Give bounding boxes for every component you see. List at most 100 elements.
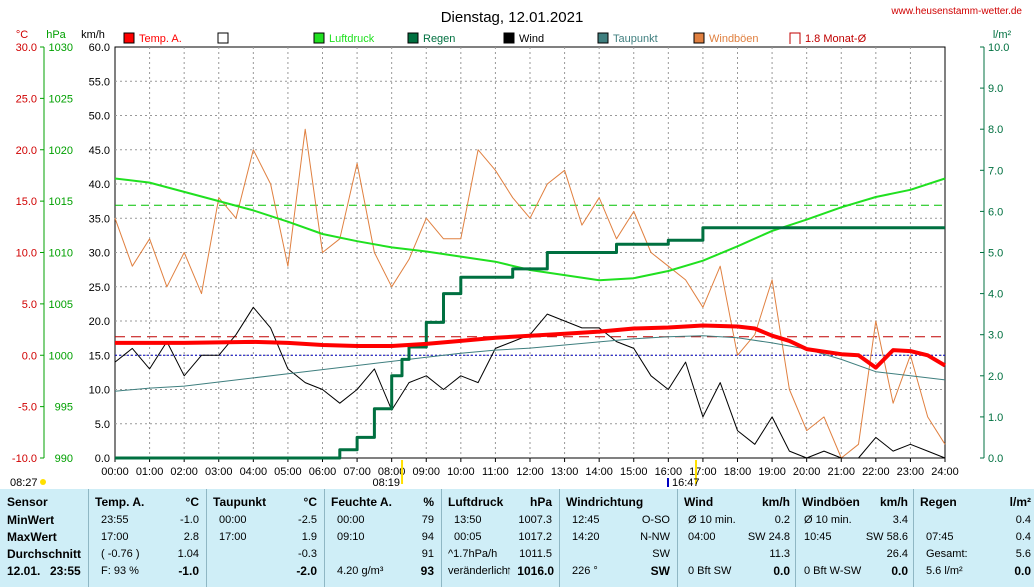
temp-tick-label: 10.0 (16, 248, 37, 260)
wind-tick-label: 15.0 (89, 350, 110, 362)
x-tick-label: 09:00 (412, 466, 440, 478)
winddir-min: O-SO (641, 514, 670, 526)
gusts-column: Windböen km/h Ø 10 min. 3.4 10:45 SW 58.… (795, 489, 914, 587)
arrow-up-icon: ↑ (506, 563, 512, 577)
winddir-current: SW (650, 564, 670, 578)
x-tick-label: 00:00 (101, 466, 129, 478)
rain-total: 5.6 (1015, 548, 1031, 560)
temp-tick-label: 25.0 (16, 93, 37, 105)
gusts-min-label: Ø 10 min. (804, 514, 852, 526)
rain-series (115, 226, 945, 460)
x-tick-label: 14:00 (585, 466, 613, 478)
pressure-tick-label: 990 (55, 453, 73, 465)
marker-label: 08:19 (373, 477, 401, 487)
gusts-unit: km/h (879, 495, 908, 509)
wind-title: Wind (684, 495, 714, 509)
temp-avg-note: ( -0.76 ) (101, 548, 140, 560)
site-url[interactable]: www.heusenstamm-wetter.de (890, 6, 1022, 17)
pressure-title: Luftdruck (448, 495, 504, 509)
x-tick-label: 22:00 (862, 466, 890, 478)
pressure-tick-label: 1025 (49, 93, 73, 105)
wind-unit: km/h (761, 495, 790, 509)
pressure-min: 1007.3 (518, 514, 552, 526)
pressure-status: veränderlich (448, 565, 508, 577)
legend-label: Wind (519, 33, 544, 45)
dew-column: Taupunkt °C 00:00 -2.5 17:00 1.9 -0.3 -2… (206, 489, 325, 587)
stats-panel: Sensor MinWert MaxWert Durchschnitt 12.0… (0, 489, 1034, 587)
wind-tick-label: 35.0 (89, 213, 110, 225)
legend-swatch (313, 32, 325, 44)
wind-tick-label: 20.0 (89, 316, 110, 328)
x-tick-label: 03:00 (205, 466, 233, 478)
rain-max-time: 07:45 (926, 531, 954, 543)
sensor-title: Sensor (7, 495, 48, 509)
legend-swatch (789, 32, 801, 44)
x-tick-label: 02:00 (170, 466, 198, 478)
humidity-column: Feuchte A. % 00:00 79 09:10 94 91 4.20 g… (324, 489, 442, 587)
wind-tick-label: 10.0 (89, 385, 110, 397)
rain-tick-label: 8.0 (988, 124, 1003, 136)
temp-humidity: F: 93 % (101, 565, 139, 577)
rain-unit: l/m² (1009, 495, 1031, 509)
current-time: 23:55 (50, 564, 81, 578)
temp-tick-label: 0.0 (22, 350, 37, 362)
wind-min: 0.2 (774, 514, 790, 526)
dew-max-time: 17:00 (219, 531, 247, 543)
temp-tick-label: 15.0 (16, 196, 37, 208)
rain-tick-label: 7.0 (988, 165, 1003, 177)
temp-column: Temp. A. °C 23:55 -1.0 17:00 2.8 ( -0.76… (88, 489, 207, 587)
legend-label: Regen (423, 33, 455, 45)
wind-tick-label: 50.0 (89, 111, 110, 123)
x-tick-label: 06:00 (309, 466, 337, 478)
humidity-unit: % (423, 495, 434, 509)
pressure-tick-label: 1015 (49, 196, 73, 208)
pressure-trend: ^1.7hPa/h (448, 548, 498, 560)
grid (115, 47, 945, 458)
dew-min-time: 00:00 (219, 514, 247, 526)
temp-current: -1.0 (178, 564, 199, 578)
gusts-max: SW 58.6 (865, 531, 908, 543)
gusts-avg: 26.4 (886, 548, 908, 560)
x-tick-label: 08:00 (378, 466, 406, 478)
dew-current: -2.0 (296, 564, 317, 578)
x-tick-label: 19:00 (758, 466, 786, 478)
wind-axis-unit: km/h (81, 29, 105, 41)
pressure-unit: hPa (529, 495, 552, 509)
x-tick-label: 23:00 (897, 466, 925, 478)
temp-tick-label: -5.0 (18, 402, 37, 414)
legend-swatch (123, 32, 135, 44)
x-tick-label: 12:00 (516, 466, 544, 478)
axes: 00:00 01:00 02:00 03:00 04:00 05:00 06:00 07:00… (10, 42, 1009, 487)
humidity-min: 79 (421, 514, 434, 526)
rain-column: Regen l/m² 0.4 07:45 0.4 Gesamt: 5.6 5.6… (913, 489, 1034, 587)
legend-label: Luftdruck (329, 33, 375, 45)
wind-max-time: 04:00 (688, 531, 716, 543)
wind-current: 0.0 (773, 564, 790, 578)
gusts-min: 3.4 (892, 514, 908, 526)
rain-current: 0.0 (1014, 564, 1031, 578)
marker-dot (40, 479, 46, 485)
rain-title: Regen (920, 495, 957, 509)
row-label-avg: Durchschnitt (7, 547, 82, 561)
x-tick-label: 16:00 (655, 466, 683, 478)
sensor-column: Sensor MinWert MaxWert Durchschnitt 12.0… (0, 489, 88, 587)
temp-title: Temp. A. (95, 495, 145, 509)
wind-avg: 11.3 (769, 548, 790, 560)
wind-min-label: Ø 10 min. (688, 514, 736, 526)
x-tick-label: 18:00 (724, 466, 752, 478)
legend-swatch (693, 32, 705, 44)
temp-max: 2.8 (183, 531, 199, 543)
temp-tick-label: -10.0 (12, 453, 37, 465)
dew-avg: -0.3 (298, 548, 317, 560)
x-tick-label: 20:00 (793, 466, 821, 478)
dew-unit: °C (303, 495, 317, 509)
pressure-max-time: 00:05 (454, 531, 482, 543)
legend-swatch (503, 32, 515, 44)
x-tick-label: 05:00 (274, 466, 302, 478)
x-tick-label: 01:00 (136, 466, 164, 478)
pressure-tick-label: 1020 (49, 145, 73, 157)
legend-swatch (597, 32, 609, 44)
temp-unit: °C (185, 495, 199, 509)
pressure-tick-label: 1030 (49, 42, 73, 54)
winddir-degrees: 226 ° (572, 565, 598, 577)
